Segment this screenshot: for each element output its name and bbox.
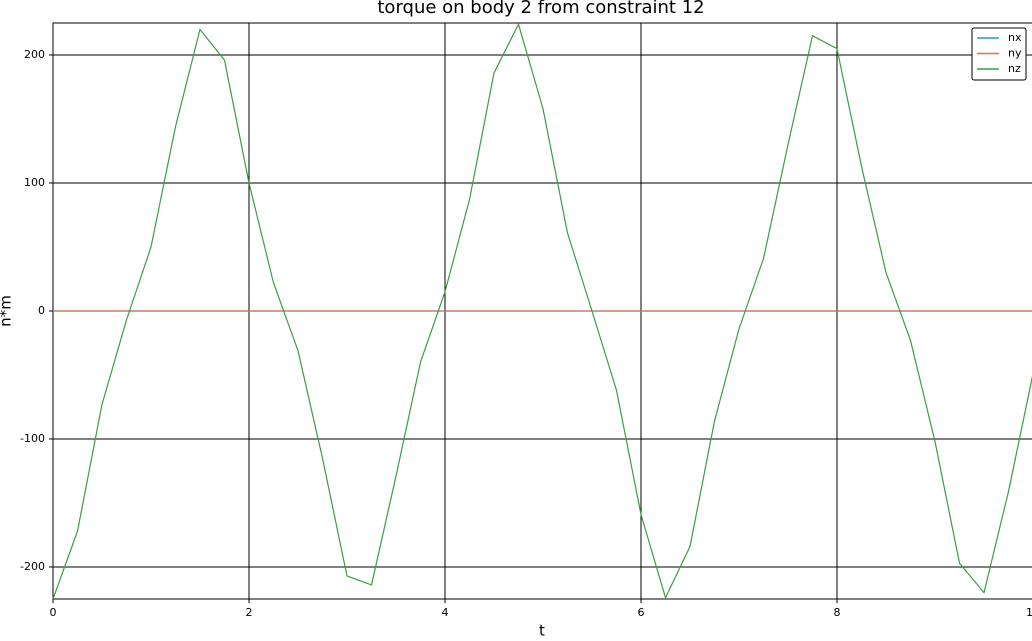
x-tick-label: 0 bbox=[50, 606, 57, 619]
y-tick-label: 100 bbox=[24, 176, 45, 189]
x-tick-label: 8 bbox=[834, 606, 841, 619]
chart-title: torque on body 2 from constraint 12 bbox=[377, 0, 704, 18]
y-tick-label: 0 bbox=[38, 304, 45, 317]
x-tick-label: 4 bbox=[442, 606, 449, 619]
x-axis-label: t bbox=[539, 622, 545, 640]
legend-label: ny bbox=[1008, 47, 1022, 60]
legend-label: nz bbox=[1008, 62, 1021, 75]
y-axis-label: n*m bbox=[0, 295, 15, 327]
legend-label: nx bbox=[1008, 31, 1022, 44]
y-tick-label: -200 bbox=[20, 560, 45, 573]
x-tick-label: 10 bbox=[1026, 606, 1032, 619]
legend: nx ny nz bbox=[971, 27, 1027, 81]
series-line bbox=[52, 22, 1032, 600]
x-tick-label: 2 bbox=[246, 606, 253, 619]
y-tick-label: 200 bbox=[24, 48, 45, 61]
x-tick-label: 6 bbox=[638, 606, 645, 619]
y-tick-label: -100 bbox=[20, 432, 45, 445]
